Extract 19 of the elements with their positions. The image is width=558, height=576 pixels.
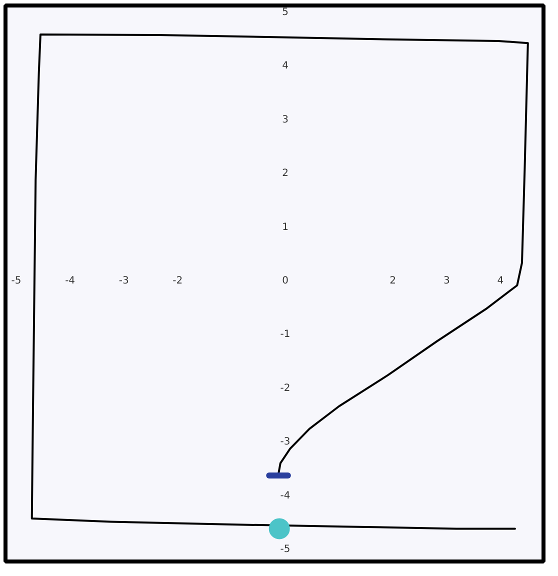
y-tick-label: -5 xyxy=(280,544,290,556)
x-tick-label: -2 xyxy=(172,275,183,286)
y-tick-label: -4 xyxy=(280,490,290,502)
x-tick-label: -5 xyxy=(11,275,22,286)
y-tick-label: -1 xyxy=(280,329,290,340)
x-tick-label: -4 xyxy=(65,275,76,286)
y-tick-label: 4 xyxy=(282,60,288,72)
y-tick-label: 0 xyxy=(282,275,288,286)
y-tick-label: 1 xyxy=(282,222,288,233)
x-tick-label: 4 xyxy=(497,275,504,286)
y-tick-label: -2 xyxy=(280,382,290,394)
y-tick-label: 5 xyxy=(282,6,288,18)
y-tick-label: 2 xyxy=(282,168,288,180)
y-tick-label: 3 xyxy=(282,114,288,126)
line-series xyxy=(30,34,529,530)
x-tick-label: 3 xyxy=(443,275,450,286)
x-tick-label: 2 xyxy=(390,275,396,286)
y-tick-label: -3 xyxy=(280,436,290,448)
x-tick-label: -3 xyxy=(118,275,129,286)
